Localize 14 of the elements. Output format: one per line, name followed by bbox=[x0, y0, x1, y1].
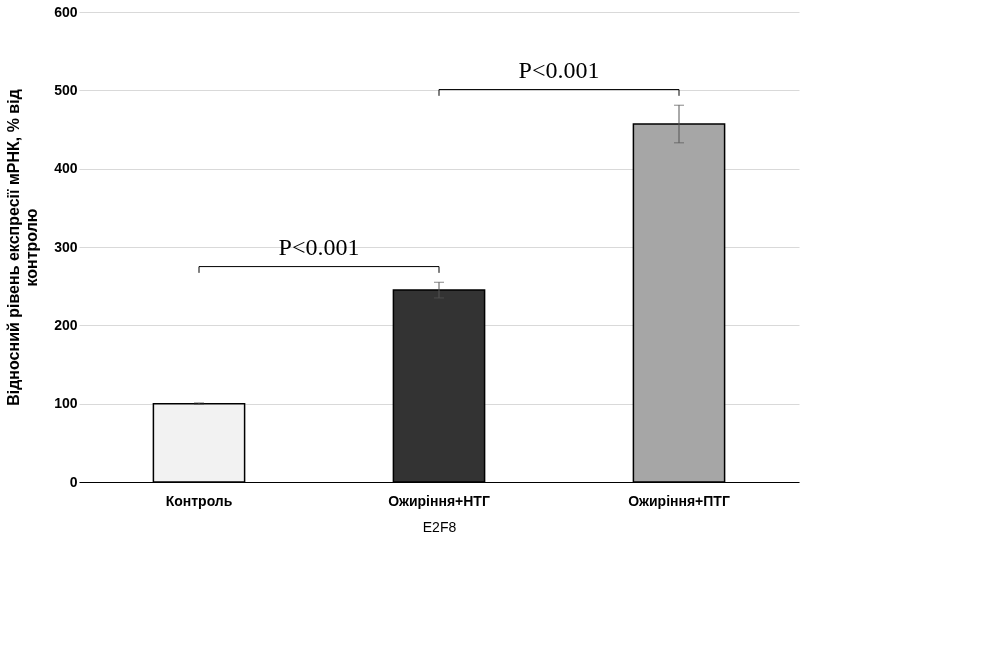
x-axis-title: E2F8 bbox=[422, 518, 457, 535]
y-tick-label: 400 bbox=[54, 160, 78, 177]
y-tick-label: 600 bbox=[54, 3, 78, 20]
x-tick-label: Ожиріння+ПТГ bbox=[628, 492, 730, 509]
x-tick-label: Контроль bbox=[165, 492, 233, 509]
y-tick-label: 500 bbox=[54, 81, 78, 98]
y-tick-label: 100 bbox=[54, 395, 78, 412]
annotation: P<0.001 bbox=[278, 234, 360, 261]
y-tick-label: 300 bbox=[54, 238, 78, 255]
y-tick-label: 0 bbox=[69, 473, 78, 490]
x-tick-label: Ожиріння+НТГ bbox=[388, 492, 490, 509]
y-tick-label: 200 bbox=[54, 316, 78, 333]
annotation: P<0.001 bbox=[518, 57, 600, 84]
y-axis-title: Відносний рівень експресії мРНК, % від контролю bbox=[5, 89, 41, 406]
